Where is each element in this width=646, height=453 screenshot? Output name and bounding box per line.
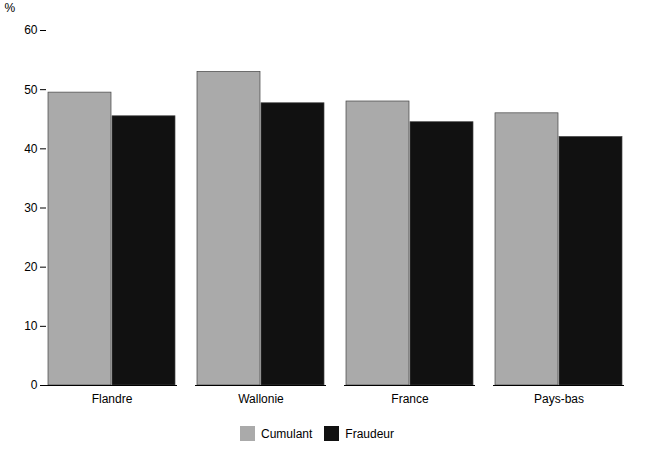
html-text:Cumulant: Cumulant <box>261 426 313 441</box>
svg-text:50: 50 <box>24 83 38 97</box>
svg-text:20: 20 <box>24 260 38 274</box>
svg-text:30: 30 <box>24 201 38 215</box>
svg-text:%: % <box>5 1 16 15</box>
svg-text:Flandre: Flandre <box>92 392 133 406</box>
svg-text:10: 10 <box>24 319 38 333</box>
svg-text:France: France <box>391 392 429 406</box>
html-text:Fraudeur: Fraudeur <box>345 426 394 441</box>
svg-text:Wallonie: Wallonie <box>238 392 284 406</box>
svg-text:Pays-bas: Pays-bas <box>534 392 584 406</box>
svg-text:0: 0 <box>31 378 38 392</box>
svg-text:60: 60 <box>24 23 38 37</box>
svg-text:40: 40 <box>24 142 38 156</box>
